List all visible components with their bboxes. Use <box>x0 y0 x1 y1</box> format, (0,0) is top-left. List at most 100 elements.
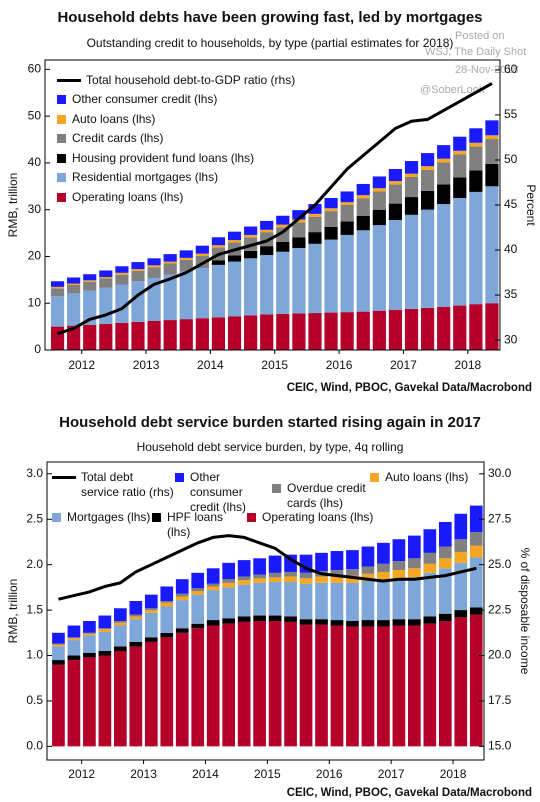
bar-segment <box>453 305 467 350</box>
legend-swatch <box>57 154 66 163</box>
x-tick-label: 2014 <box>192 767 219 781</box>
bar-segment <box>346 569 359 576</box>
bar-segment <box>253 615 266 621</box>
bar-segment <box>99 277 113 279</box>
bar-segment <box>276 224 290 228</box>
bar-segment <box>206 590 220 621</box>
bar-segment <box>346 582 359 621</box>
legend-swatch <box>57 95 66 104</box>
bar-segment <box>115 272 129 275</box>
bar-segment <box>253 558 266 575</box>
bar-segment <box>147 277 161 321</box>
bar-segment <box>52 632 65 644</box>
bar-segment <box>244 250 258 259</box>
bar-segment <box>227 240 242 243</box>
bar-segment <box>244 226 258 235</box>
bar-segment <box>308 216 322 233</box>
bar-segment <box>179 250 193 258</box>
bar-segment <box>227 261 242 317</box>
bar-segment <box>315 582 328 620</box>
bar-segment <box>469 505 483 532</box>
bar-segment <box>244 258 258 316</box>
bar-segment <box>454 539 468 552</box>
bar-segment <box>423 572 437 617</box>
bar-segment <box>67 638 81 641</box>
legend-label: Total debt service ratio (rhs) <box>81 470 174 499</box>
y2-tick-label: 30 <box>504 332 518 346</box>
bar-segment <box>67 637 81 639</box>
bar-segment <box>292 248 306 314</box>
bar-segment <box>346 626 359 747</box>
bar-segment <box>408 535 421 559</box>
bar-segment <box>191 591 205 595</box>
bar-segment <box>211 237 226 246</box>
bar-segment <box>437 162 451 185</box>
bar-segment <box>237 584 251 617</box>
bar-segment <box>83 324 97 350</box>
bar-segment <box>437 145 451 159</box>
bar-segment <box>222 623 236 747</box>
bar-segment <box>276 215 290 225</box>
y2-tick-label: 25.0 <box>488 557 512 571</box>
bar-segment <box>191 594 205 624</box>
bar-segment <box>211 245 226 248</box>
bar-segment <box>392 578 406 620</box>
bar-segment <box>299 583 313 620</box>
bar-segment <box>469 607 483 615</box>
bar-segment <box>175 600 189 629</box>
bar-segment <box>114 650 127 747</box>
bar-segment <box>67 655 81 661</box>
bar-segment <box>421 153 435 167</box>
bar-segment <box>114 620 127 623</box>
bar-segment <box>485 139 499 164</box>
bar-segment <box>330 625 344 747</box>
bar-segment <box>98 650 112 656</box>
bar-segment <box>179 271 193 320</box>
watermark: @SoberLook <box>420 84 485 96</box>
bar-segment <box>131 270 145 282</box>
bar-segment <box>67 284 81 294</box>
bar-segment <box>438 568 452 614</box>
bar-segment <box>114 622 127 626</box>
legend-label: Credit cards (lhs) <box>72 131 164 145</box>
bar-segment <box>421 307 435 350</box>
bar-segment <box>315 552 328 572</box>
bar-segment <box>388 219 403 310</box>
legend-label: Auto loans (lhs) <box>385 470 469 484</box>
bar-segment <box>423 529 437 553</box>
bar-segment <box>67 293 81 326</box>
bar-segment <box>67 325 81 350</box>
bar-segment <box>67 625 81 638</box>
bar-segment <box>454 610 468 618</box>
bar-segment <box>129 616 143 620</box>
bar-segment <box>179 257 193 260</box>
bar-segment <box>237 560 251 577</box>
legend-swatch <box>52 513 61 522</box>
bar-segment <box>99 270 113 278</box>
legend-swatch <box>152 513 161 522</box>
legend-swatch <box>57 173 66 182</box>
bar-segment <box>67 640 81 656</box>
bar-segment <box>237 580 251 585</box>
bar-segment <box>404 214 419 309</box>
y-tick-label: 2.5 <box>26 511 43 525</box>
bar-segment <box>211 317 226 350</box>
bar-segment <box>330 551 344 571</box>
legend-label: Operating loans (lhs) <box>72 190 184 204</box>
bar-segment <box>388 168 403 182</box>
bar-segment <box>115 266 129 273</box>
y2-tick-label: 15.0 <box>488 739 512 753</box>
bar-segment <box>160 586 174 602</box>
bar-segment <box>324 226 338 240</box>
bar-segment <box>453 154 467 178</box>
bar-segment <box>268 555 282 573</box>
y-tick-label: 0 <box>34 342 41 356</box>
bar-segment <box>160 637 174 747</box>
y2-tick-label: 55 <box>504 107 518 121</box>
y2-tick-label: 17.5 <box>488 693 512 707</box>
bar-segment <box>160 606 174 633</box>
bar-segment <box>67 660 81 747</box>
bar-segment <box>404 161 419 174</box>
x-tick-label: 2013 <box>130 767 157 781</box>
bar-segment <box>356 311 370 350</box>
